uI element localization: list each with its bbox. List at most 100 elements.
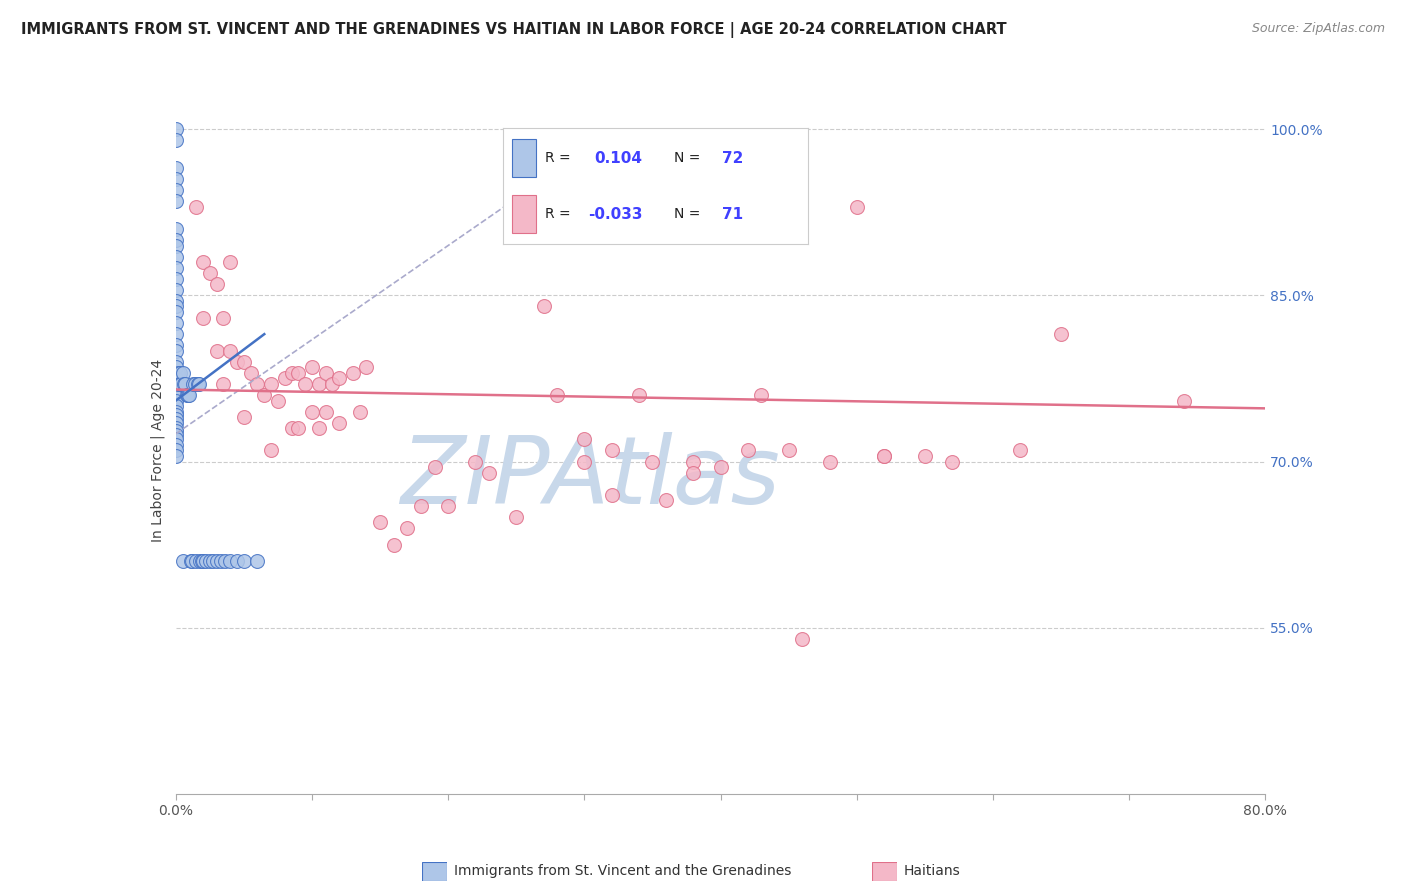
- Point: [186, 376, 209, 391]
- Point: [165, 383, 187, 397]
- Point: [280, 421, 302, 435]
- Point: [165, 449, 187, 463]
- Point: [315, 405, 337, 419]
- Point: [172, 554, 194, 568]
- Point: [533, 300, 555, 314]
- Point: [176, 388, 198, 402]
- Point: [751, 388, 773, 402]
- Point: [941, 454, 963, 468]
- Point: [188, 554, 211, 568]
- Point: [308, 376, 330, 391]
- Point: [818, 454, 841, 468]
- Point: [165, 416, 187, 430]
- Point: [349, 405, 371, 419]
- Point: [165, 421, 187, 435]
- Y-axis label: In Labor Force | Age 20-24: In Labor Force | Age 20-24: [150, 359, 165, 542]
- Point: [464, 454, 486, 468]
- Point: [190, 554, 212, 568]
- Point: [226, 355, 249, 369]
- Point: [873, 449, 896, 463]
- Point: [239, 366, 262, 380]
- Point: [165, 194, 187, 209]
- Point: [478, 466, 501, 480]
- Point: [437, 499, 460, 513]
- Point: [165, 283, 187, 297]
- Point: [165, 428, 187, 442]
- Point: [219, 255, 242, 269]
- Point: [165, 438, 187, 452]
- Point: [546, 388, 568, 402]
- Point: [165, 161, 187, 175]
- Point: [184, 376, 207, 391]
- Point: [328, 416, 350, 430]
- Point: [253, 388, 276, 402]
- Point: [165, 405, 187, 419]
- Point: [294, 376, 316, 391]
- Point: [165, 399, 187, 413]
- Point: [177, 388, 200, 402]
- Point: [172, 366, 194, 380]
- Point: [165, 327, 187, 342]
- Point: [792, 632, 814, 646]
- Point: [396, 521, 419, 535]
- Point: [173, 376, 195, 391]
- Point: [187, 376, 209, 391]
- Point: [191, 255, 214, 269]
- Point: [682, 466, 704, 480]
- Point: [280, 366, 302, 380]
- Point: [260, 443, 283, 458]
- Point: [682, 454, 704, 468]
- Point: [219, 554, 242, 568]
- Point: [165, 433, 187, 447]
- Point: [191, 310, 214, 325]
- Text: ZIPAtlas: ZIPAtlas: [399, 433, 780, 524]
- Point: [169, 376, 191, 391]
- Point: [287, 421, 309, 435]
- Point: [219, 343, 242, 358]
- Point: [321, 376, 343, 391]
- Point: [165, 412, 187, 426]
- Point: [165, 316, 187, 330]
- Point: [165, 172, 187, 186]
- Point: [201, 554, 224, 568]
- Point: [267, 393, 290, 408]
- Point: [165, 355, 187, 369]
- Point: [409, 499, 432, 513]
- Point: [627, 388, 650, 402]
- Point: [183, 376, 205, 391]
- Point: [710, 460, 733, 475]
- Point: [170, 376, 193, 391]
- Point: [165, 222, 187, 236]
- Point: [165, 250, 187, 264]
- Point: [165, 343, 187, 358]
- Point: [165, 360, 187, 375]
- Text: Source: ZipAtlas.com: Source: ZipAtlas.com: [1251, 22, 1385, 36]
- Point: [165, 238, 187, 252]
- Point: [342, 366, 364, 380]
- Point: [574, 454, 596, 468]
- Point: [191, 554, 214, 568]
- Point: [914, 449, 936, 463]
- Point: [1050, 327, 1073, 342]
- Point: [600, 488, 623, 502]
- Point: [246, 554, 269, 568]
- Point: [226, 554, 249, 568]
- Point: [209, 554, 232, 568]
- Point: [301, 360, 323, 375]
- Point: [167, 376, 190, 391]
- Point: [232, 554, 254, 568]
- Point: [165, 424, 187, 438]
- Point: [167, 366, 190, 380]
- Point: [328, 371, 350, 385]
- Point: [873, 449, 896, 463]
- Point: [169, 366, 191, 380]
- Point: [165, 443, 187, 458]
- Point: [1010, 443, 1032, 458]
- Point: [287, 366, 309, 380]
- Point: [205, 277, 228, 292]
- Point: [845, 200, 868, 214]
- Point: [165, 408, 187, 422]
- Point: [260, 376, 283, 391]
- Point: [246, 376, 269, 391]
- Point: [174, 376, 197, 391]
